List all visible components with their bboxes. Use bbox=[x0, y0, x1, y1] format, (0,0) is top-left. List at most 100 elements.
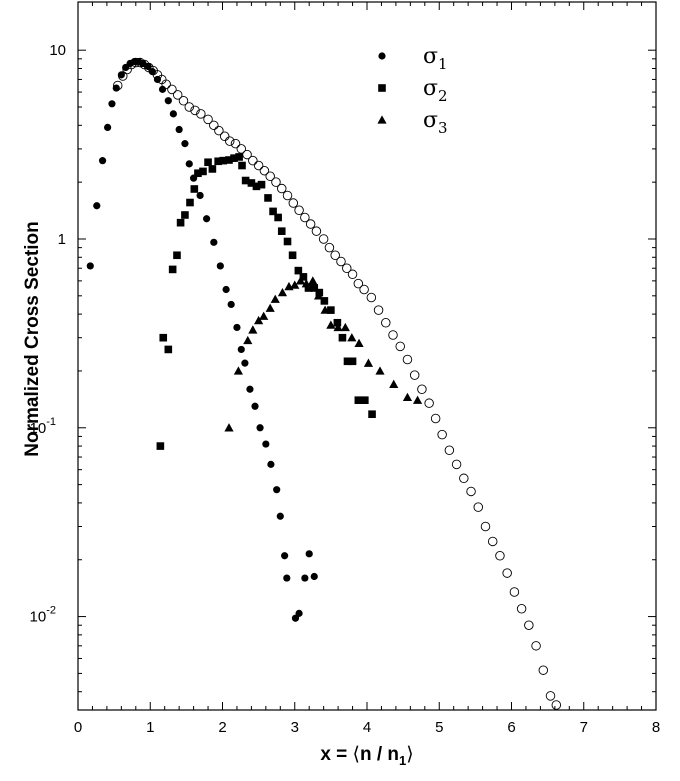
data-point-circle-open bbox=[209, 120, 219, 131]
y-tick-label: 10-2 bbox=[30, 605, 56, 626]
x-tick-label: 0 bbox=[74, 719, 82, 736]
x-tick-label: 8 bbox=[652, 719, 660, 736]
data-point-circle-open bbox=[459, 473, 469, 484]
data-point-circle-open bbox=[203, 114, 213, 125]
data-point-circle-open bbox=[538, 665, 549, 675]
data-point-square-filled bbox=[194, 169, 202, 178]
data-point-square-filled bbox=[173, 251, 181, 260]
data-point-square-filled bbox=[225, 156, 233, 164]
data-point-triangle-filled bbox=[270, 294, 280, 303]
data-point-circle-filled bbox=[164, 97, 172, 105]
data-point-square-filled bbox=[204, 158, 212, 167]
data-point-triangle-filled bbox=[313, 291, 324, 300]
y-tick-label: 1 bbox=[58, 231, 66, 248]
x-axis-title-close-bracket: ⟩ bbox=[406, 744, 413, 765]
data-point-circle-open bbox=[509, 587, 520, 597]
data-point-triangle-filled bbox=[354, 338, 364, 348]
data-point-square-filled bbox=[156, 442, 165, 450]
data-point-triangle-filled bbox=[412, 395, 423, 404]
data-point-circle-filled bbox=[233, 323, 241, 332]
data-point-square-filled bbox=[264, 194, 272, 202]
series-square-filled bbox=[156, 153, 376, 450]
data-point-square-filled bbox=[199, 167, 207, 176]
data-point-triangle-filled bbox=[290, 280, 300, 289]
data-point-triangle-filled bbox=[347, 333, 357, 342]
data-point-circle-open bbox=[324, 242, 335, 253]
data-point-circle-open bbox=[271, 177, 281, 187]
data-point-circle-open bbox=[224, 136, 235, 146]
x-tick-label: 1 bbox=[146, 719, 154, 736]
data-point-circle-filled bbox=[117, 71, 125, 79]
data-point-circle-filled bbox=[158, 85, 167, 93]
series-circle-open bbox=[112, 57, 562, 710]
data-point-circle-open bbox=[359, 284, 369, 295]
data-point-circle-filled bbox=[175, 125, 183, 134]
data-point-square-filled bbox=[181, 211, 189, 219]
legend-label: σ3 bbox=[423, 108, 448, 137]
data-point-square-filled bbox=[294, 266, 303, 275]
data-point-triangle-filled bbox=[402, 392, 413, 401]
data-point-circle-open bbox=[487, 536, 498, 547]
data-point-circle-filled bbox=[216, 262, 224, 270]
legend: σ1 σ2 σ3 bbox=[377, 44, 448, 137]
data-point-circle-filled bbox=[276, 512, 284, 520]
data-point-triangle-filled bbox=[333, 322, 343, 332]
data-point-circle-open bbox=[172, 90, 183, 100]
data-point-square-filled bbox=[214, 157, 222, 166]
data-point-circle-filled bbox=[169, 110, 177, 118]
data-point-triangle-filled bbox=[375, 366, 385, 375]
data-point-square-filled bbox=[176, 218, 185, 227]
data-point-square-filled bbox=[247, 179, 256, 187]
y-tick-label: 10 bbox=[49, 42, 66, 59]
x-tick-label: 7 bbox=[580, 719, 588, 736]
y-tick-label: 10-1 bbox=[30, 416, 56, 437]
data-point-square-filled bbox=[310, 284, 319, 292]
data-point-circle-open bbox=[300, 212, 310, 223]
data-point-triangle-filled bbox=[265, 303, 275, 312]
data-point-circle-open bbox=[248, 155, 258, 166]
data-point-circle-open bbox=[178, 95, 189, 106]
data-point-circle-open bbox=[451, 459, 462, 470]
data-point-square-filled bbox=[230, 154, 238, 162]
legend-label: σ1 bbox=[423, 44, 448, 73]
data-point-circle-filled bbox=[148, 68, 157, 76]
data-point-circle-filled bbox=[153, 75, 162, 84]
data-point-circle-filled bbox=[256, 424, 264, 432]
data-point-square-filled bbox=[252, 182, 261, 191]
data-point-square-filled bbox=[327, 306, 335, 314]
data-point-square-filled bbox=[277, 227, 286, 235]
data-point-circle-open bbox=[196, 109, 206, 119]
data-point-circle-open bbox=[545, 691, 556, 701]
data-point-square-filled bbox=[238, 161, 246, 170]
x-axis-title: x = ⟨n / n1⟩ bbox=[320, 744, 413, 768]
data-point-circle-open bbox=[524, 620, 534, 630]
data-point-circle-filled bbox=[273, 486, 281, 494]
data-point-circle-open bbox=[184, 102, 195, 112]
data-point-circle-open bbox=[430, 413, 441, 424]
data-point-circle-filled bbox=[108, 100, 116, 108]
legend-label: σ2 bbox=[423, 76, 448, 105]
data-point-circle-open bbox=[276, 183, 287, 194]
data-point-circle-open bbox=[253, 160, 264, 171]
data-point-square-filled bbox=[219, 156, 228, 165]
x-axis-title-ratio: n / n bbox=[360, 744, 399, 765]
data-point-circle-open bbox=[265, 171, 275, 181]
data-point-circle-filled bbox=[144, 62, 152, 71]
x-tick-label: 4 bbox=[363, 719, 371, 736]
x-tick-label: 2 bbox=[218, 719, 226, 736]
data-point-circle-open bbox=[305, 219, 316, 229]
data-point-square-filled bbox=[361, 396, 369, 404]
data-point-square-filled bbox=[269, 207, 277, 216]
data-point-square-filled bbox=[320, 297, 329, 305]
data-point-circle-filled bbox=[203, 215, 211, 223]
data-point-circle-open bbox=[402, 354, 413, 365]
data-point-circle-filled bbox=[281, 552, 289, 560]
data-point-square-filled bbox=[159, 333, 168, 342]
data-point-circle-filled bbox=[295, 609, 303, 617]
data-point-circle-open bbox=[417, 384, 427, 394]
data-point-square-filled bbox=[208, 165, 217, 173]
data-point-square-filled bbox=[299, 273, 308, 281]
data-point-circle-open bbox=[502, 568, 512, 578]
data-point-square-filled bbox=[241, 176, 250, 185]
data-point-circle-open bbox=[444, 445, 455, 456]
